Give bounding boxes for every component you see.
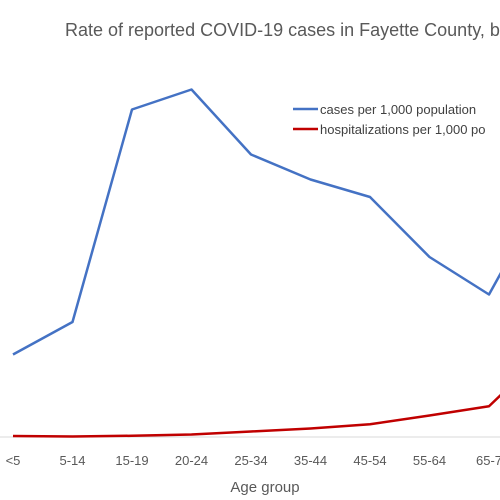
series-line-cases [12,88,500,356]
x-tick-label: 20-24 [175,453,208,468]
legend-label-hospitalizations: hospitalizations per 1,000 po [320,122,486,137]
x-tick-label: 35-44 [294,453,327,468]
x-tick-label: 55-64 [413,453,446,468]
x-axis-title: Age group [230,479,299,496]
x-tick-labels: <5 5-14 15-19 20-24 25-34 35-44 45-54 55-64 65-7… [6,453,500,468]
legend-label-cases: cases per 1,000 population [320,102,476,117]
x-tick-label: 25-34 [234,453,267,468]
x-tick-label: 65-7 [476,453,500,468]
series-line-hospitalizations [12,394,500,438]
legend: cases per 1,000 population hospitalizati… [293,102,486,137]
x-tick-label: 15-19 [115,453,148,468]
x-tick-label: <5 [6,453,21,468]
x-tick-label: 5-14 [59,453,85,468]
series-layer [12,88,500,438]
chart-title: Rate of reported COVID-19 cases in Fayet… [65,20,500,40]
x-tick-label: 45-54 [353,453,386,468]
